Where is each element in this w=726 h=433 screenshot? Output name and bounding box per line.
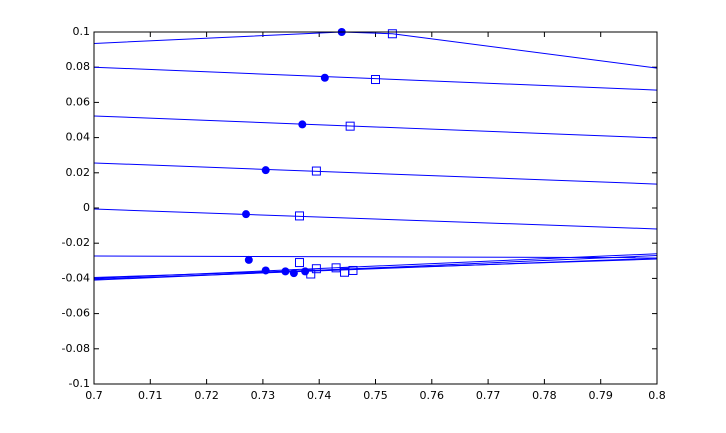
y-tick-label: 0.1 — [73, 25, 91, 38]
square-marker — [387, 29, 397, 39]
square-marker — [348, 265, 358, 275]
square-marker — [294, 258, 304, 268]
data-line — [93, 258, 658, 279]
y-tick-label: -0.02 — [62, 236, 90, 249]
data-line — [93, 162, 658, 185]
circle-marker — [320, 73, 329, 82]
x-tick-label: 0.78 — [532, 389, 557, 402]
x-tick-label: 0.76 — [420, 389, 445, 402]
square-marker — [371, 75, 380, 85]
x-tick-label: 0.71 — [138, 389, 163, 402]
x-tick-label: 0.72 — [194, 389, 219, 402]
circle-marker — [298, 120, 307, 129]
x-tick-label: 0.75 — [363, 389, 388, 402]
data-line — [93, 31, 658, 69]
data-line — [93, 208, 658, 230]
plot-area — [94, 32, 657, 384]
data-line — [93, 115, 658, 139]
circle-marker — [242, 210, 251, 219]
circle-marker — [281, 267, 290, 276]
x-tick-label: 0.8 — [648, 389, 666, 402]
y-tick-label: 0.08 — [66, 60, 91, 73]
y-tick-label: 0 — [83, 201, 90, 214]
circle-marker — [261, 266, 270, 275]
y-tick-label: -0.06 — [62, 307, 90, 320]
data-line — [93, 66, 658, 91]
x-tick-label: 0.77 — [476, 389, 501, 402]
x-tick-label: 0.74 — [307, 389, 332, 402]
y-tick-label: 0.06 — [66, 95, 91, 108]
x-tick-label: 0.73 — [251, 389, 276, 402]
x-tick-label: 0.79 — [588, 389, 613, 402]
y-tick-label: -0.04 — [62, 271, 90, 284]
x-tick-label: 0.7 — [85, 389, 103, 402]
y-tick-label: -0.08 — [62, 342, 90, 355]
square-marker — [311, 264, 321, 274]
y-tick-label: 0.02 — [66, 166, 91, 179]
circle-marker — [289, 269, 298, 278]
square-marker — [306, 269, 316, 279]
square-marker — [294, 211, 304, 221]
y-tick-label: -0.1 — [69, 377, 90, 390]
y-tick-label: 0.04 — [66, 131, 91, 144]
circle-marker — [261, 166, 270, 175]
circle-marker — [244, 255, 253, 264]
square-marker — [311, 166, 321, 176]
circle-marker — [301, 267, 310, 276]
axes-box — [93, 31, 658, 385]
square-marker — [345, 121, 355, 131]
